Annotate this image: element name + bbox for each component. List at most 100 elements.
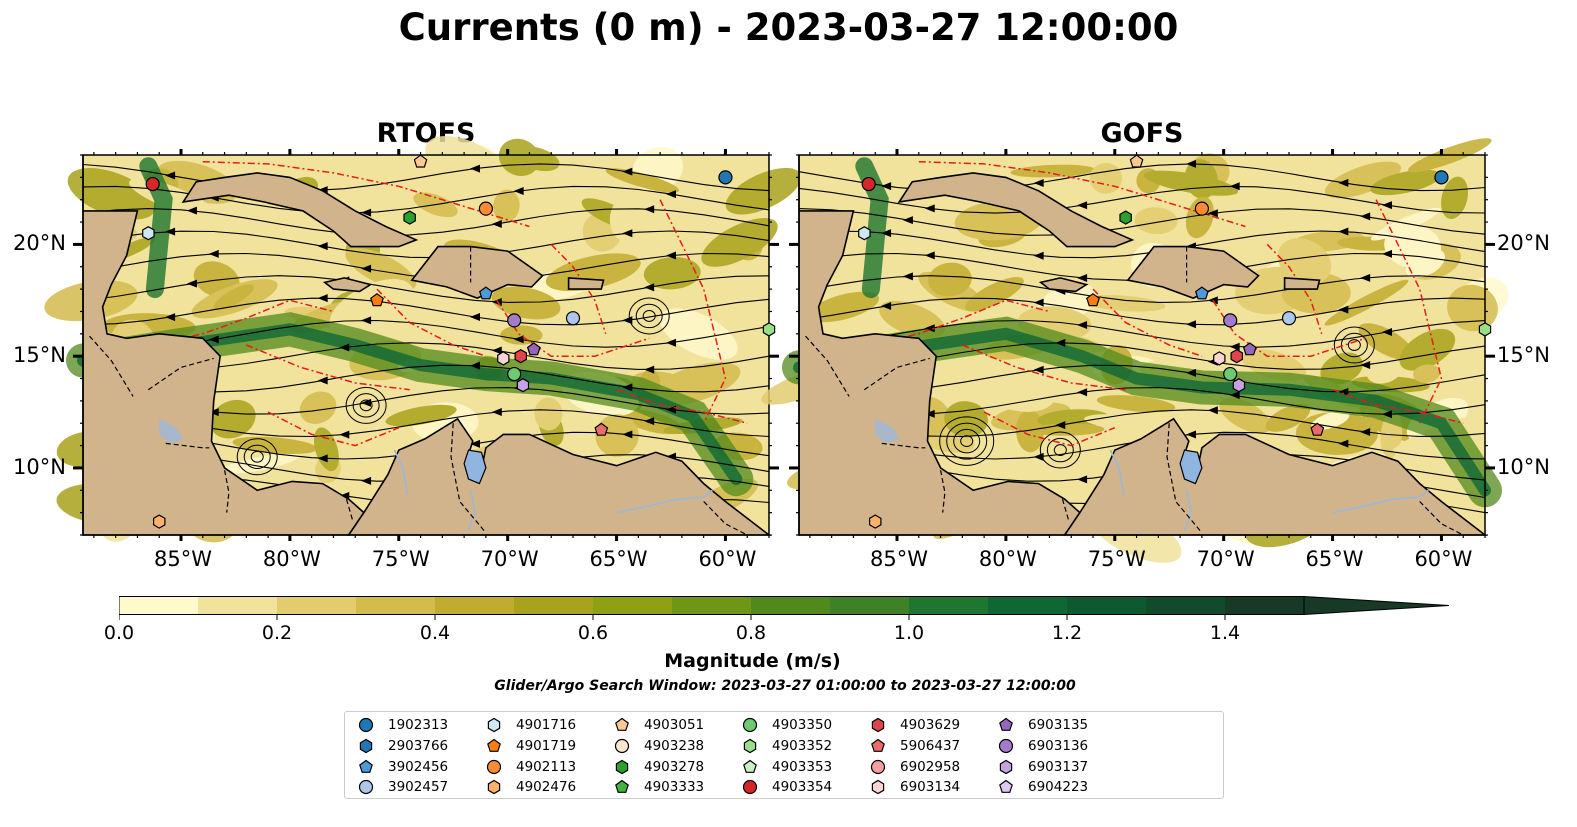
colorbar-segment (1146, 596, 1226, 615)
legend-item: 4901716 (485, 715, 576, 735)
float-marker-6903137 (516, 378, 530, 393)
legend-item: 4903352 (741, 736, 832, 756)
legend-label: 6904223 (1028, 779, 1089, 796)
legend-label: 5906437 (900, 737, 961, 754)
figure-title: Currents (0 m) - 2023-03-27 12:00:00 (398, 6, 1179, 49)
legend-marker (487, 738, 501, 752)
y-tick-label-left: 20°N (13, 231, 66, 256)
colorbar-tick-label: 0.0 (103, 622, 135, 644)
legend-marker-pentagon-icon (487, 738, 501, 752)
y-tick-label-left: 10°N (13, 454, 66, 479)
float-marker-4903354 (861, 176, 876, 192)
float-marker-6903135 (526, 342, 541, 356)
legend-marker-circle-icon (870, 759, 886, 774)
legend-marker-circle-icon (742, 717, 758, 733)
legend-label: 6902958 (900, 758, 961, 775)
legend-marker-circle-icon (998, 738, 1014, 753)
legend-item: 4903354 (741, 777, 832, 797)
colorbar-segment (751, 596, 831, 615)
legend-item: 2903766 (357, 736, 448, 756)
colorbar-tick-label: 0.2 (261, 622, 293, 644)
legend-label: 4902113 (516, 758, 577, 775)
colorbar-segment (830, 596, 910, 615)
float-marker-4901716 (858, 226, 871, 241)
legend-label: 4901719 (516, 737, 577, 754)
colorbar-label: Magnitude (m/s) (664, 650, 841, 672)
float-marker-4903350 (1223, 366, 1238, 382)
legend-marker (743, 759, 757, 773)
legend-item: 5906437 (869, 736, 960, 756)
y-tick-label-right: 15°N (1497, 343, 1550, 368)
legend-item: 4903350 (741, 715, 832, 735)
colorbar-extend-arrow (1303, 596, 1450, 616)
colorbar-segment (1067, 596, 1147, 615)
float-marker-3902457 (565, 311, 581, 326)
float-marker-4903051 (413, 154, 428, 168)
float-marker-6903136 (507, 313, 522, 328)
legend-marker (487, 717, 501, 733)
colorbar-segment (356, 596, 436, 615)
legend-label: 3902457 (388, 779, 449, 796)
float-marker-4902476 (152, 514, 166, 529)
legend-marker-hexagon-icon (615, 759, 629, 774)
legend-marker-circle-icon (486, 759, 502, 774)
legend-item: 4903278 (613, 757, 704, 777)
x-tick-label: 85°W (154, 547, 212, 571)
legend-label: 3902456 (388, 758, 449, 775)
legend-item: 4901719 (485, 736, 576, 756)
colorbar-segment (119, 596, 199, 615)
float-marker-4903278 (403, 210, 416, 225)
legend-item: 4902476 (485, 777, 576, 797)
legend-item: 4902113 (485, 757, 576, 777)
float-marker-4902476 (868, 514, 882, 529)
float-marker-1902313 (718, 170, 733, 185)
float-marker-3902456 (478, 286, 493, 300)
legend-item: 4903353 (741, 757, 832, 777)
colorbar-segment (988, 596, 1068, 615)
legend-marker-hexagon-icon (487, 717, 501, 733)
legend-label: 4901716 (516, 717, 577, 733)
float-marker-4903278 (1119, 210, 1132, 225)
colorbar-segment (198, 596, 278, 615)
legend-label: 6903137 (1028, 758, 1089, 775)
legend-marker (486, 759, 502, 774)
float-marker-3902457 (1281, 311, 1297, 326)
float-marker-4901716 (142, 226, 155, 241)
float-marker-4901719 (1086, 293, 1100, 307)
legend-marker-pentagon-icon (999, 780, 1013, 794)
x-tick-label: 65°W (589, 547, 648, 571)
x-tick-label: 70°W (480, 547, 539, 571)
legend-item: 4903051 (613, 715, 704, 735)
legend-marker-hexagon-icon (871, 780, 885, 795)
x-tick-label: 80°W (978, 547, 1037, 571)
legend-marker-pentagon-icon (743, 759, 757, 773)
float-marker-4903629 (514, 349, 527, 364)
colorbar-segment (909, 596, 989, 615)
legend-marker-hexagon-icon (871, 717, 885, 733)
legend-marker (999, 759, 1013, 774)
float-marker-4903352 (1478, 322, 1492, 337)
x-tick-label: 60°W (698, 547, 757, 571)
legend-marker (999, 717, 1013, 731)
x-tick-label: 60°W (1414, 547, 1473, 571)
float-marker-6903136 (1223, 313, 1238, 328)
legend-item: 6904223 (997, 777, 1088, 797)
legend-marker (614, 738, 630, 753)
colorbar-tick-label: 0.8 (735, 622, 767, 644)
legend-item: 4903238 (613, 736, 704, 756)
legend-marker (742, 780, 758, 795)
legend-marker (358, 780, 374, 795)
x-tick-label: 80°W (262, 547, 321, 571)
colorbar (119, 596, 1450, 620)
legend-marker-pentagon-icon (359, 759, 373, 773)
legend-label: 1902313 (388, 717, 449, 733)
legend-marker (999, 780, 1013, 794)
legend-item: 4903629 (869, 715, 960, 735)
legend-marker (998, 738, 1014, 753)
panel-title-gofs: GOFS (1100, 118, 1184, 149)
float-marker-4903051 (1129, 154, 1144, 168)
float-marker-6903135 (1242, 342, 1257, 356)
legend-label: 4903353 (772, 758, 833, 775)
colorbar-tick-label: 0.6 (577, 622, 609, 644)
legend-marker (358, 717, 374, 733)
